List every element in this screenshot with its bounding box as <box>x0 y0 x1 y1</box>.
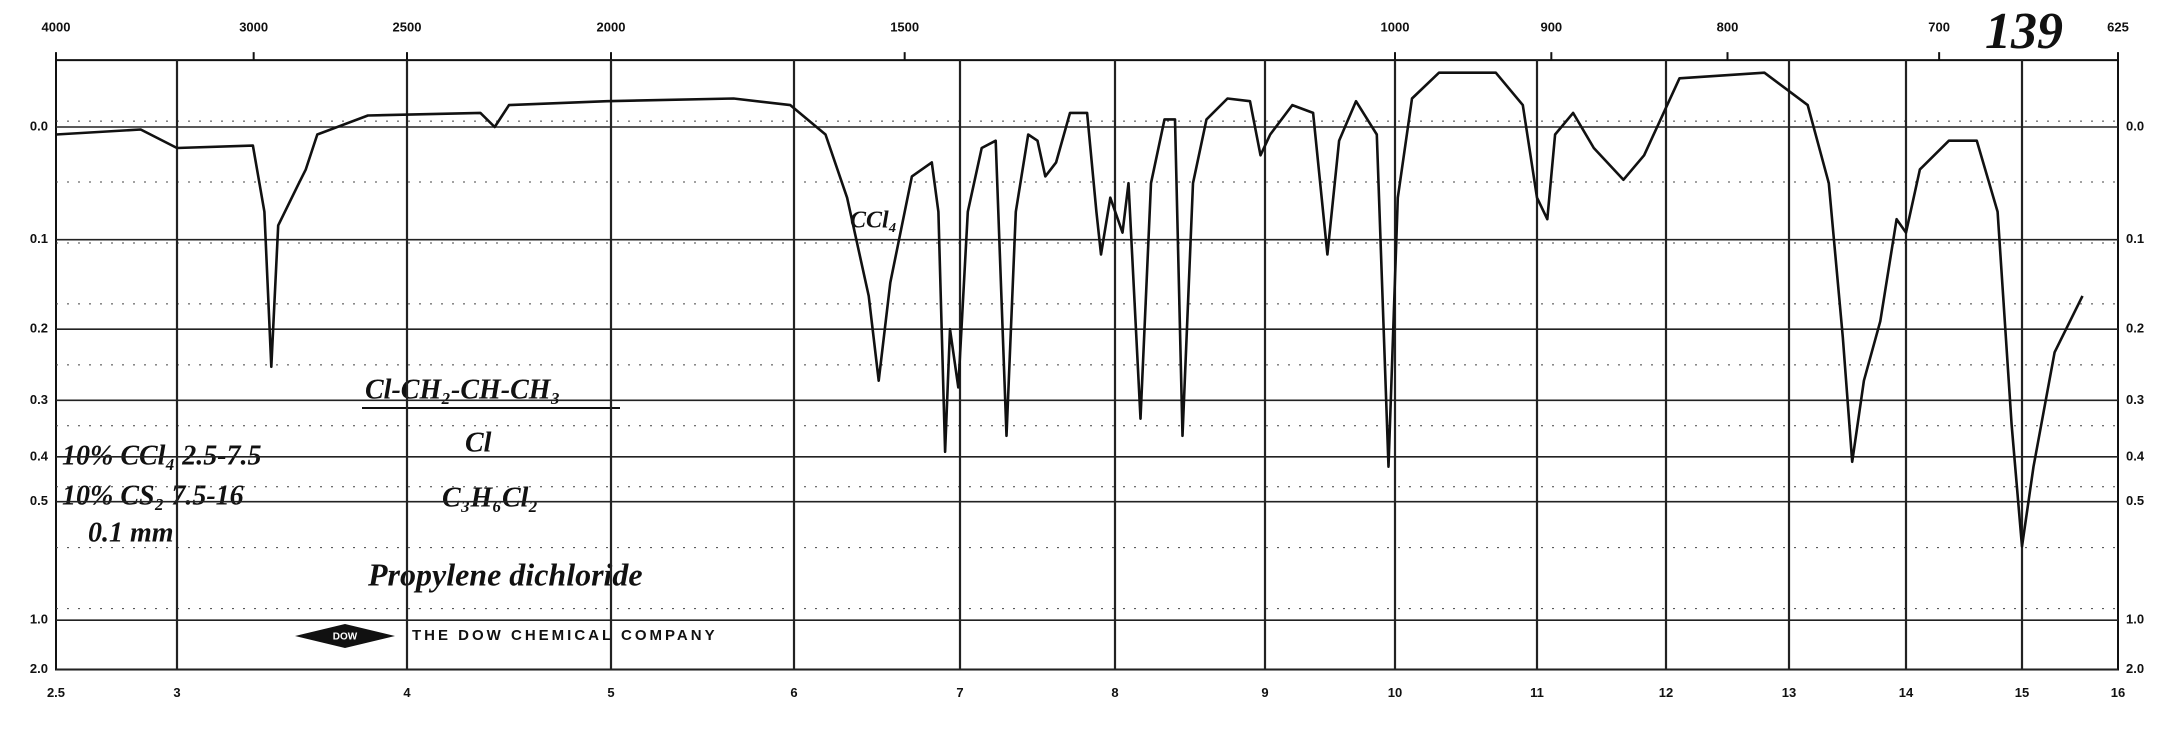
x-tick-label: 10 <box>1388 685 1402 700</box>
y-tick-label: 0.2 <box>30 321 48 336</box>
x-tick-label: 8 <box>1111 685 1118 700</box>
logo-text: DOW <box>333 632 358 643</box>
x2-tick-label: 700 <box>1928 20 1950 35</box>
x-tick-label: 11 <box>1530 685 1544 700</box>
logo <box>295 624 395 648</box>
x-tick-label: 7 <box>956 685 963 700</box>
x2-tick-label: 900 <box>1540 20 1562 35</box>
y-tick-label-right: 1.0 <box>2126 612 2144 627</box>
y-tick-label: 0.0 <box>30 118 48 133</box>
x-tick-label: 2.5 <box>47 685 65 700</box>
x2-tick-label: 2000 <box>597 20 626 35</box>
y-tick-label: 0.5 <box>30 493 48 508</box>
y-tick-label: 0.3 <box>30 392 48 407</box>
y-tick-label-right: 0.5 <box>2126 493 2144 508</box>
y-tick-label-right: 2.0 <box>2126 661 2144 676</box>
sample-note: 10% CCl₄ 2.5-7.5 <box>62 440 262 471</box>
y-tick-label: 0.4 <box>30 448 49 463</box>
formula-substituent: Cl <box>465 427 492 458</box>
y-tick-label: 0.1 <box>30 231 48 246</box>
x-tick-label: 5 <box>607 685 614 700</box>
x-tick-label: 13 <box>1782 685 1796 700</box>
cell-path: 0.1 mm <box>88 517 174 548</box>
x2-tick-label: 1000 <box>1381 20 1410 35</box>
x2-tick-label: 800 <box>1717 20 1739 35</box>
x-tick-label: 6 <box>790 685 797 700</box>
x2-tick-label: 1500 <box>890 20 919 35</box>
y-tick-label-right: 0.4 <box>2126 448 2145 463</box>
company-name: THE DOW CHEMICAL COMPANY <box>412 627 718 644</box>
x-tick-label: 9 <box>1261 685 1268 700</box>
x-tick-label: 12 <box>1659 685 1673 700</box>
x2-tick-label: 4000 <box>42 20 71 35</box>
sample-note: 10% CS₂ 7.5-16 <box>62 480 244 511</box>
x-tick-label: 14 <box>1899 685 1914 700</box>
y-tick-label: 1.0 <box>30 612 48 627</box>
page-number: 139 <box>1985 3 2063 60</box>
compound-name: Propylene dichloride <box>367 556 643 592</box>
x-tick-label: 16 <box>2111 685 2125 700</box>
solvent-band-note: CCl₄ <box>850 208 897 234</box>
spectrum-line <box>55 71 2084 548</box>
x-tick-label: 3 <box>173 685 180 700</box>
y-tick-label: 2.0 <box>30 661 48 676</box>
y-tick-label-right: 0.0 <box>2126 118 2144 133</box>
y-tick-label-right: 0.3 <box>2126 392 2144 407</box>
molecular-formula: C₃H₆Cl₂ <box>442 482 538 513</box>
y-tick-label-right: 0.2 <box>2126 321 2144 336</box>
x2-tick-label: 3000 <box>239 20 268 35</box>
y-tick-label-right: 0.1 <box>2126 231 2144 246</box>
x2-tick-label: 2500 <box>393 20 422 35</box>
x-tick-label: 15 <box>2015 685 2029 700</box>
x2-tick-label: 625 <box>2107 20 2129 35</box>
x-tick-label: 4 <box>403 685 411 700</box>
